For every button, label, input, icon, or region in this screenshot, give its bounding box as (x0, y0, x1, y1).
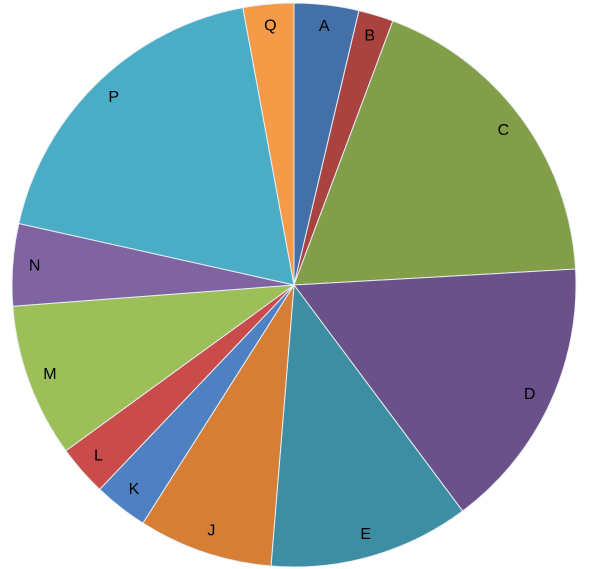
slice-label: P (108, 89, 119, 106)
pie-slice (270, 283, 464, 568)
slice-label: L (94, 448, 103, 465)
slice-label: C (498, 122, 510, 139)
slice-label: J (207, 523, 215, 540)
slice-label: K (129, 481, 140, 498)
slice-label: B (364, 27, 375, 44)
pie-slice (293, 268, 577, 512)
pie-slice (293, 20, 577, 286)
pie-slice (12, 284, 296, 452)
slice-label: A (319, 18, 330, 35)
pie-slice (18, 7, 295, 286)
slice-label: D (524, 386, 536, 403)
pie-slice (242, 2, 295, 286)
slice-label: E (360, 526, 371, 543)
pie-slice (142, 284, 295, 567)
slice-label: Q (264, 17, 276, 34)
slice-label: N (29, 257, 41, 274)
slice-label: M (43, 366, 56, 383)
